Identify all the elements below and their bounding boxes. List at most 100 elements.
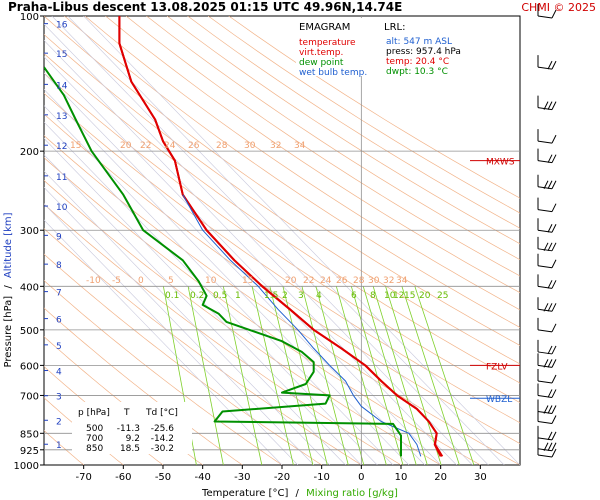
dry-adiabat-label: 34 <box>396 276 408 286</box>
p-tick-label: 925 <box>20 446 39 457</box>
alt-tick-label: 12 <box>56 142 67 152</box>
p-tick-label: 100 <box>20 12 39 23</box>
dry-adiabat-label: 22 <box>303 276 314 286</box>
wind-barb <box>537 317 557 333</box>
mixing-ratio-label: 4 <box>316 291 322 301</box>
lrl-box <box>382 18 472 76</box>
legend-temperature: temperature <box>299 38 356 48</box>
wind-barb <box>537 442 557 458</box>
legend-wet-bulb: wet bulb temp. <box>299 68 367 78</box>
copyright-text: CHMI © 2025 <box>521 1 596 14</box>
mixing-ratio-line <box>401 286 460 465</box>
mixing-ratio-label: 25 <box>437 291 448 301</box>
alt-tick-label: 7 <box>56 289 62 299</box>
dry-adiabat <box>187 16 520 229</box>
dry-adiabat <box>146 16 520 261</box>
wind-barb <box>537 353 557 368</box>
plot-area <box>43 15 521 466</box>
mixing-ratio-label: 1 <box>235 291 241 301</box>
wind-barb <box>537 399 557 414</box>
dry-adiabat <box>125 16 520 277</box>
lrl-temp: temp: 20.4 °C <box>386 57 449 67</box>
moist-adiabat <box>67 16 505 465</box>
mixing-ratio-label: 3 <box>298 291 304 301</box>
level-marker-label: WBZL <box>486 395 512 405</box>
dry-adiabat-label: -5 <box>112 276 121 286</box>
moist-adiabat <box>44 219 283 465</box>
mixing-ratio-line <box>251 286 294 465</box>
wind-barb <box>537 129 557 144</box>
p-tick-label: 1000 <box>14 461 39 472</box>
mixing-ratio-label: 1.5 <box>264 291 278 301</box>
alt-tick-label: 2 <box>56 417 62 427</box>
mixing-ratio-label: 20 <box>419 291 431 301</box>
p-tick-label: 700 <box>20 391 39 402</box>
wind-barb <box>537 339 557 355</box>
table-row-0-t: -11.3 <box>117 424 140 434</box>
p-tick-label: 600 <box>20 361 39 372</box>
mixing-ratio-label: 15 <box>404 291 415 301</box>
dry-adiabat <box>44 16 520 346</box>
dry-adiabat-label: 30 <box>244 141 256 151</box>
dry-adiabat-label: 26 <box>336 276 348 286</box>
mixing-ratio-label: 8 <box>370 291 376 301</box>
dry-adiabat-label: 24 <box>164 141 176 151</box>
dry-adiabat-label: 0 <box>138 276 144 286</box>
wind-barb <box>537 409 557 424</box>
dry-adiabat-label: 15 <box>242 276 253 286</box>
wind-barb <box>537 4 557 19</box>
moist-adiabat <box>44 170 330 465</box>
chart-title: Praha-Libus descent 13.08.2025 01:15 UTC… <box>8 0 402 14</box>
moist-adiabat <box>51 16 489 465</box>
wind-barb <box>537 274 557 289</box>
dry-adiabat-label: 24 <box>320 276 332 286</box>
series-virt-temp- <box>118 16 444 457</box>
dry-adiabat <box>228 16 520 199</box>
table-row-2-t: 18.5 <box>120 444 140 454</box>
wind-barb <box>537 425 557 441</box>
dry-adiabat <box>166 16 520 245</box>
alt-tick-label: 9 <box>56 232 62 242</box>
wind-barb <box>537 218 557 233</box>
level-marker-label: FZLV <box>486 362 508 372</box>
x-tick-label: -40 <box>194 472 210 483</box>
dry-adiabat-label: 5 <box>168 276 174 286</box>
moist-adiabat <box>44 23 473 465</box>
dry-adiabat <box>44 34 520 365</box>
alt-tick-label: 16 <box>56 21 68 31</box>
dry-adiabat-label: 15 <box>70 141 81 151</box>
x-tick-label: -20 <box>274 472 290 483</box>
dry-adiabat-label: 22 <box>140 141 151 151</box>
table-header-p: p [hPa] <box>78 408 110 418</box>
table-row-1-td: -14.2 <box>151 434 174 444</box>
wind-barb <box>537 253 557 269</box>
level-marker-label: MXWS <box>486 158 515 168</box>
moist-adiabat <box>44 105 394 465</box>
dry-adiabat-label: 26 <box>188 141 200 151</box>
mixing-ratio-label: 0.1 <box>165 291 179 301</box>
x-tick-label: 30 <box>474 472 487 483</box>
alt-tick-label: 5 <box>56 342 62 352</box>
dry-adiabat <box>105 16 520 294</box>
dry-adiabat <box>64 16 520 328</box>
table-header-t: T <box>123 408 130 418</box>
moist-adiabat <box>44 121 378 465</box>
moist-adiabat <box>44 89 410 465</box>
mixing-ratio-line <box>385 286 442 465</box>
dry-adiabat-label: 20 <box>285 276 297 286</box>
legend-heading: EMAGRAM <box>299 22 350 33</box>
series-wet-bulb-temp- <box>182 194 422 457</box>
x-tick-label: -60 <box>115 472 131 483</box>
mixing-ratio-label: 6 <box>351 291 357 301</box>
y-axis-label: Pressure [hPa] / Altitude [km] <box>3 212 14 367</box>
dry-adiabat-label: 32 <box>270 141 281 151</box>
dry-adiabat-label: 20 <box>120 141 132 151</box>
dry-adiabat <box>44 53 520 384</box>
moist-adiabat <box>44 40 457 465</box>
mixing-ratio-label: 0.2 <box>190 291 204 301</box>
alt-tick-label: 14 <box>56 81 68 91</box>
moist-adiabat <box>44 56 441 465</box>
x-tick-label: 10 <box>395 472 408 483</box>
